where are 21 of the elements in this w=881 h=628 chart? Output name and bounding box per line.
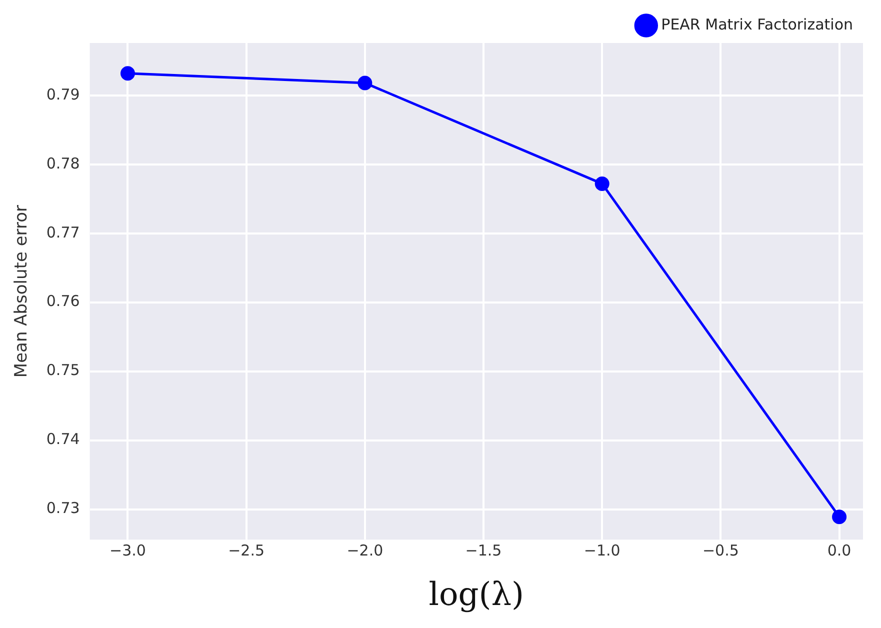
point <box>832 510 847 524</box>
x-tick-label: −1.5 <box>465 541 502 560</box>
y-axis-title: Mean Absolute error <box>12 205 32 378</box>
x-tick-label: −2.0 <box>346 541 384 560</box>
x-axis-title: log(λ) <box>428 575 524 614</box>
y-tick-label: 0.74 <box>46 430 80 448</box>
x-tick-label: −0.5 <box>702 541 739 560</box>
legend-label: PEAR Matrix Factorization <box>661 15 854 34</box>
y-tick-label: 0.78 <box>46 154 80 172</box>
x-tick-label: −1.0 <box>584 541 620 560</box>
x-tick-label: 0.0 <box>827 541 852 560</box>
x-tick-label: −3.0 <box>110 541 146 560</box>
y-tick-label: 0.79 <box>46 85 80 104</box>
point <box>120 66 135 81</box>
y-tick-label: 0.76 <box>46 292 80 310</box>
x-tick-label: −2.5 <box>228 541 265 560</box>
y-tick-label: 0.73 <box>46 499 80 518</box>
point <box>358 76 372 90</box>
point <box>594 176 610 191</box>
y-tick-label: 0.75 <box>46 361 80 380</box>
y-tick-label: 0.77 <box>46 223 80 242</box>
